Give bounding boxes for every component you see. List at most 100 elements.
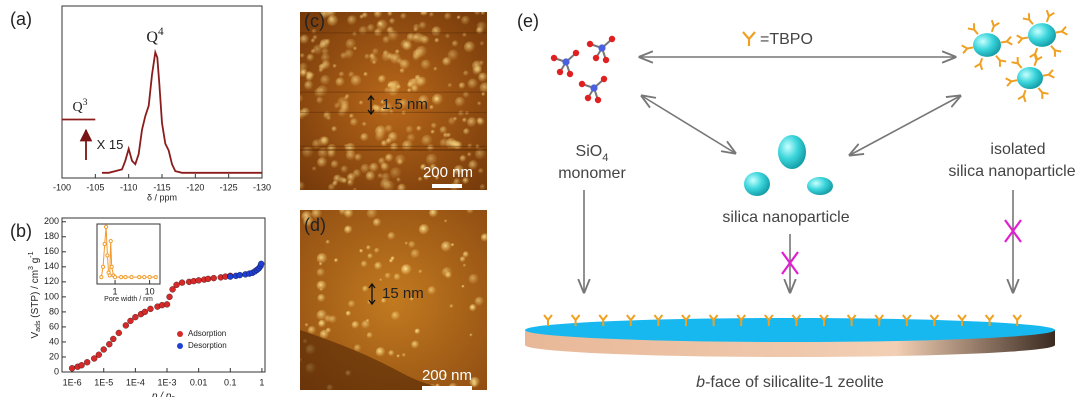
afm-grain	[302, 146, 314, 158]
tbpo	[1048, 43, 1061, 57]
panel-label: (e)	[517, 11, 539, 31]
afm-grain	[429, 208, 438, 217]
afm-grain	[428, 286, 437, 295]
afm-grain	[411, 341, 419, 349]
legend-marker	[177, 331, 183, 337]
afm-grain	[331, 126, 337, 132]
afm-grain	[360, 164, 370, 174]
afm-grain	[300, 35, 310, 45]
height-label: 15 nm	[382, 285, 424, 302]
panel-label: (a)	[10, 9, 32, 29]
x-tick-label: -110	[120, 182, 137, 192]
afm-grain	[405, 242, 408, 245]
afm-grain	[467, 206, 475, 214]
x-tick-label: -120	[186, 182, 204, 192]
x-tick-label: -100	[53, 182, 71, 192]
afm-grain	[470, 333, 473, 336]
text-part: SiO	[576, 143, 603, 160]
afm-grain	[348, 300, 356, 308]
tbpo	[1055, 27, 1067, 37]
afm-grain	[361, 261, 368, 268]
particle	[807, 177, 833, 195]
afm-grain	[403, 41, 413, 51]
data-point	[205, 276, 211, 282]
afm-grain	[416, 126, 422, 132]
afm-grain	[467, 117, 477, 127]
afm-grain	[478, 168, 484, 174]
afm-grain	[433, 67, 437, 71]
tbpo	[1035, 85, 1048, 99]
tbpo	[1017, 33, 1029, 43]
afm-grain	[384, 181, 395, 192]
afm-grain	[374, 10, 383, 19]
y-tick-label: 0	[54, 366, 59, 376]
panel-label: (b)	[10, 221, 32, 241]
particle	[973, 33, 1001, 57]
afm-grain	[305, 323, 309, 327]
afm-grain	[463, 70, 469, 76]
afm-grain	[333, 174, 342, 183]
afm-grain	[339, 207, 347, 215]
tbpo	[1000, 37, 1012, 47]
afm-grain	[385, 154, 394, 163]
afm-grain	[445, 34, 450, 39]
afm-grain	[419, 22, 427, 30]
afm-grain	[347, 179, 355, 187]
afm-grain	[467, 152, 472, 157]
afm-grain	[415, 328, 421, 334]
afm-grain	[311, 38, 316, 43]
oxygen	[601, 76, 607, 82]
afm-grain	[458, 110, 464, 116]
afm-grain	[479, 60, 484, 65]
afm-grain	[383, 50, 389, 56]
text-part: p / p	[151, 391, 172, 397]
panel-label: (d)	[304, 215, 326, 235]
afm-grain	[380, 162, 388, 170]
afm-grain	[351, 75, 362, 86]
afm-grain	[317, 253, 328, 264]
afm-grain	[477, 101, 481, 105]
afm-grain	[339, 72, 345, 78]
particle	[744, 172, 770, 196]
afm-grain	[469, 304, 476, 311]
particle	[1017, 67, 1043, 89]
data-point	[237, 272, 243, 278]
y-tick-label: 140	[44, 261, 59, 271]
afm-grain	[468, 79, 479, 90]
oxygen	[551, 55, 557, 61]
afm-grain	[402, 353, 406, 357]
panel-label: (c)	[304, 11, 325, 31]
afm-grain	[448, 83, 453, 88]
afm-grain	[465, 111, 470, 116]
data-point	[96, 352, 102, 358]
text-part: Q	[146, 29, 158, 46]
tbpo	[1006, 76, 1018, 86]
afm-grain	[448, 50, 460, 62]
afm-grain	[386, 138, 392, 144]
marker	[110, 265, 113, 268]
afm-grain	[457, 15, 461, 19]
afm-grain	[469, 274, 479, 284]
tbpo	[968, 23, 981, 37]
afm-grain	[378, 75, 386, 83]
afm-grain	[362, 12, 368, 18]
afm-scanline	[300, 92, 487, 93]
sio4-molecules	[551, 36, 615, 103]
afm-grain	[460, 155, 467, 162]
afm-grain	[369, 163, 379, 173]
afm-grain	[462, 285, 465, 288]
data-point	[167, 294, 173, 300]
y-tick-label: 100	[44, 291, 59, 301]
afm-grain	[329, 315, 337, 323]
afm-grain	[346, 39, 357, 50]
isolated-label: isolated	[990, 141, 1045, 158]
data-point	[69, 365, 75, 371]
afm-grain	[406, 126, 414, 134]
text-part: g	[30, 258, 41, 266]
afm-grain	[367, 332, 373, 338]
afm-grain	[318, 320, 326, 328]
afm-grain	[431, 130, 435, 134]
afm-grain	[480, 41, 485, 46]
data-point	[164, 301, 170, 307]
oxygen	[587, 41, 593, 47]
